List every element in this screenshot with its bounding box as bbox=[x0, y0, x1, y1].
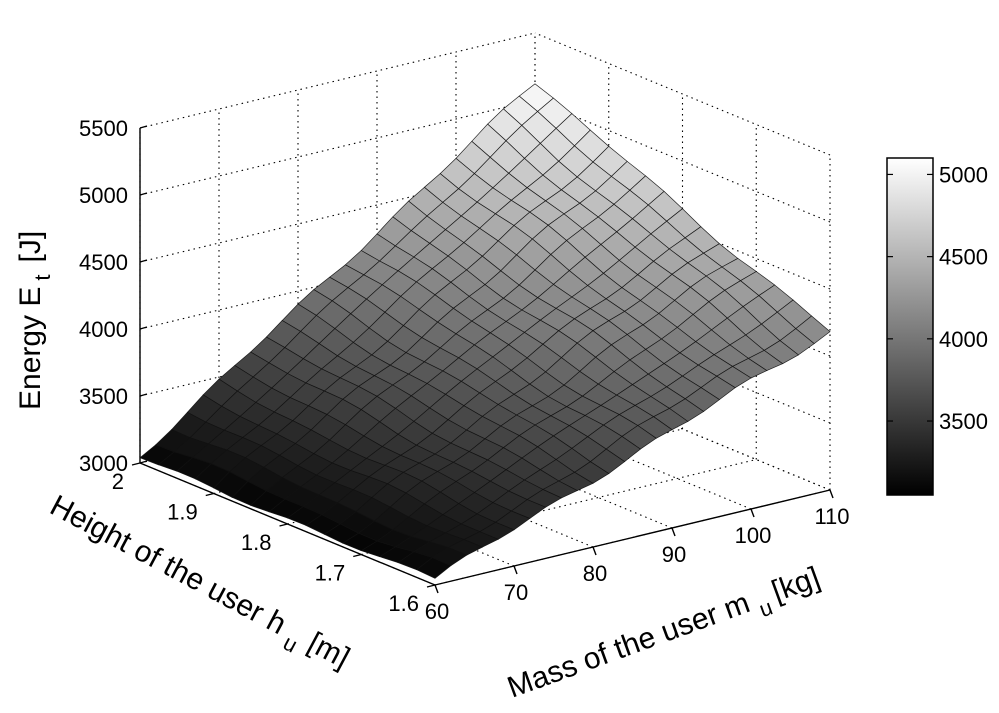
grid-line bbox=[139, 32, 536, 129]
x-tick-mark bbox=[592, 546, 597, 556]
axis-ticks: 3000 3500 4000 4500 5000 5500 1.6 1.7 1.8 1.9 2 60 7… bbox=[79, 116, 849, 624]
z-tick-label: 4500 bbox=[79, 250, 128, 275]
z-tick-label: 5000 bbox=[79, 183, 128, 208]
colorbar-tick-label: 5000 bbox=[939, 162, 988, 187]
x-tick-mark bbox=[513, 565, 518, 575]
colorbar-tick-label: 4000 bbox=[939, 327, 988, 352]
x-tick-mark bbox=[671, 527, 676, 537]
z-tick-mark bbox=[139, 326, 148, 330]
grid-line bbox=[534, 32, 831, 156]
x-tick-label: 100 bbox=[735, 523, 772, 548]
y-tick-label: 1.7 bbox=[315, 561, 346, 586]
z-tick-label: 4000 bbox=[79, 317, 128, 342]
x-tick-mark bbox=[829, 489, 834, 499]
x-tick-label: 60 bbox=[425, 599, 449, 624]
x-axis-line bbox=[434, 489, 831, 586]
y-tick-mark bbox=[279, 523, 288, 527]
z-tick-mark bbox=[139, 192, 148, 196]
surface-mesh bbox=[139, 83, 831, 579]
colorbar-tick-label: 4500 bbox=[939, 245, 988, 270]
z-tick-label: 5500 bbox=[79, 116, 128, 141]
y-tick-label: 1.9 bbox=[167, 500, 198, 525]
colorbar: 3500 4000 4500 5000 bbox=[886, 157, 988, 496]
z-tick-mark bbox=[139, 393, 148, 397]
x-axis-label: Mass of the user mu[kg] bbox=[503, 561, 827, 712]
y-tick-label: 1.8 bbox=[241, 530, 272, 555]
colorbar-ticks: 3500 4000 4500 5000 bbox=[887, 162, 988, 434]
x-tick-label: 90 bbox=[662, 542, 686, 567]
grid-line bbox=[534, 99, 831, 223]
x-tick-label: 70 bbox=[504, 580, 528, 605]
z-tick-mark bbox=[139, 259, 148, 263]
y-tick-mark bbox=[205, 492, 214, 497]
z-tick-label: 3500 bbox=[79, 384, 128, 409]
y-tick-label: 1.6 bbox=[388, 591, 419, 616]
z-tick-label: 3000 bbox=[79, 451, 128, 476]
y-tick-label: 2 bbox=[112, 469, 124, 494]
y-tick-mark bbox=[131, 462, 141, 466]
z-tick-mark bbox=[139, 460, 148, 464]
surface-patch bbox=[415, 557, 452, 579]
z-tick-mark bbox=[139, 125, 148, 129]
x-tick-label: 80 bbox=[583, 561, 607, 586]
z-axis-label: Energy Et[J] bbox=[14, 231, 55, 410]
y-tick-mark bbox=[426, 584, 436, 588]
colorbar-gradient bbox=[886, 157, 934, 496]
grid-line bbox=[534, 367, 831, 491]
y-tick-mark bbox=[353, 553, 362, 558]
x-tick-mark bbox=[750, 508, 755, 518]
x-tick-mark bbox=[434, 584, 439, 594]
x-tick-label: 110 bbox=[814, 504, 849, 529]
colorbar-tick-label: 3500 bbox=[939, 409, 988, 434]
